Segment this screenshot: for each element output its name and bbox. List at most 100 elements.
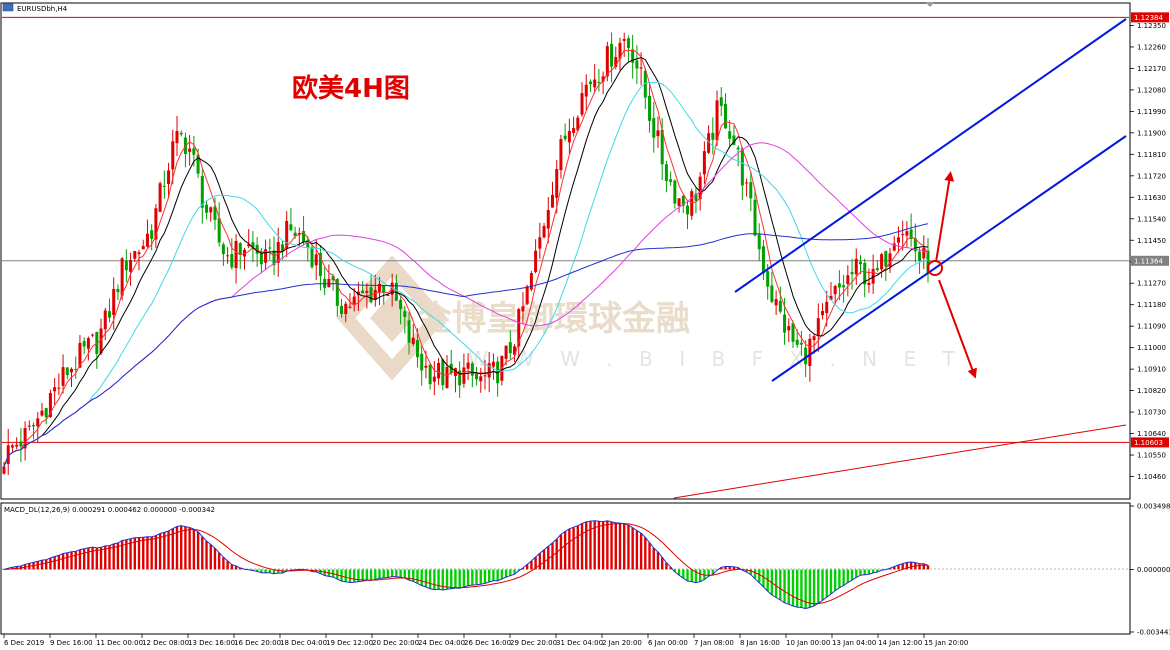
macd-bar bbox=[336, 569, 339, 580]
time-tick-label: 24 Dec 04:00 bbox=[418, 639, 465, 647]
macd-bar bbox=[669, 567, 672, 570]
macd-bar bbox=[395, 569, 398, 577]
candle-body bbox=[905, 231, 909, 236]
macd-bar bbox=[78, 549, 82, 570]
candle-body bbox=[783, 314, 787, 333]
macd-bar bbox=[542, 549, 546, 570]
price-tick-label: 1.11810 bbox=[1137, 151, 1166, 159]
price-tick-label: 1.11720 bbox=[1137, 172, 1166, 180]
macd-bar bbox=[374, 569, 377, 580]
macd-bar bbox=[665, 562, 668, 570]
candle-body bbox=[918, 251, 922, 261]
down-arrow bbox=[938, 279, 977, 379]
macd-bar bbox=[504, 569, 508, 577]
time-tick-label: 12 Dec 08:00 bbox=[142, 639, 189, 647]
macd-bar bbox=[133, 537, 136, 570]
macd-bar bbox=[40, 560, 44, 570]
candle-body bbox=[247, 244, 251, 247]
candle-body bbox=[158, 183, 162, 212]
scroll-marker-icon[interactable] bbox=[925, 2, 935, 7]
candle-body bbox=[432, 376, 436, 382]
macd-bar bbox=[631, 527, 634, 570]
candle-body bbox=[175, 130, 179, 144]
time-tick-label: 26 Dec 16:00 bbox=[464, 639, 511, 647]
candle-body bbox=[774, 299, 778, 306]
candle-body bbox=[399, 299, 403, 310]
time-tick-label: 6 Dec 2019 bbox=[4, 639, 44, 647]
time-tick-label: 31 Dec 04:00 bbox=[556, 639, 603, 647]
candle-body bbox=[217, 218, 221, 243]
candle-body bbox=[926, 250, 930, 273]
price-tick-label: 1.11540 bbox=[1137, 215, 1166, 223]
price-badge-label: 1.11364 bbox=[1134, 257, 1163, 265]
candle-body bbox=[698, 176, 702, 200]
macd-bar bbox=[825, 569, 828, 598]
macd-bar bbox=[525, 564, 529, 570]
candle-body bbox=[162, 185, 166, 187]
macd-bar bbox=[112, 543, 115, 570]
symbol-icon bbox=[2, 3, 14, 12]
macd-bar bbox=[340, 569, 343, 582]
macd-bar bbox=[433, 569, 436, 590]
price-badge-support bbox=[1131, 437, 1169, 448]
ma-cyan-line bbox=[3, 81, 929, 467]
macd-bar bbox=[555, 539, 558, 570]
candle-body bbox=[133, 251, 137, 259]
candle-body bbox=[740, 148, 744, 186]
candle-body bbox=[491, 361, 495, 367]
macd-bar bbox=[644, 537, 647, 570]
macd-bar bbox=[428, 569, 432, 589]
candle-body bbox=[626, 38, 630, 48]
candle-body bbox=[103, 310, 107, 330]
macd-bar bbox=[867, 569, 871, 575]
time-tick-label: 15 Jan 20:00 bbox=[924, 639, 968, 647]
candle-body bbox=[812, 336, 816, 341]
candle-body bbox=[57, 387, 61, 389]
macd-bar bbox=[226, 560, 229, 570]
candle-body bbox=[65, 367, 69, 375]
macd-bar bbox=[749, 569, 752, 575]
macd-bar bbox=[589, 521, 592, 570]
price-tick-label: 1.11180 bbox=[1137, 301, 1166, 309]
candle-body bbox=[791, 323, 795, 342]
candle-body bbox=[48, 393, 52, 417]
candle-body bbox=[205, 204, 209, 213]
candle-body bbox=[470, 363, 474, 376]
macd-bar bbox=[673, 569, 677, 572]
candle-body bbox=[70, 368, 74, 373]
macd-bar bbox=[369, 569, 373, 581]
candle-body bbox=[749, 182, 753, 199]
macd-bar bbox=[787, 569, 790, 605]
candle-body bbox=[770, 285, 774, 302]
macd-bar bbox=[146, 536, 149, 570]
price-tick-label: 1.11090 bbox=[1137, 323, 1166, 331]
macd-histogram bbox=[2, 520, 930, 609]
macd-bar bbox=[361, 569, 364, 582]
macd-bar bbox=[2, 569, 6, 570]
macd-label: MACD_DL(12,26,9) 0.000291 0.000462 0.000… bbox=[4, 506, 215, 514]
time-tick-label: 2 Jan 20:00 bbox=[602, 639, 642, 647]
macd-bar bbox=[390, 569, 394, 577]
macd-bar bbox=[838, 569, 841, 588]
macd-bar bbox=[255, 569, 259, 572]
candle-body bbox=[129, 260, 133, 272]
price-tick-label: 1.12350 bbox=[1137, 22, 1166, 30]
candle-body bbox=[761, 246, 765, 274]
macd-bar bbox=[509, 569, 512, 576]
candle-body bbox=[888, 253, 892, 267]
candle-body bbox=[188, 148, 192, 152]
candle-body bbox=[719, 97, 723, 106]
macd-bar bbox=[682, 569, 685, 579]
candle-body bbox=[745, 182, 749, 184]
candle-body bbox=[230, 254, 234, 268]
macd-bar bbox=[593, 520, 596, 570]
candle-body bbox=[36, 418, 40, 427]
macd-bar bbox=[922, 563, 925, 570]
macd-bar bbox=[277, 569, 280, 574]
candle-body bbox=[525, 286, 529, 304]
watermark: 金博皇御環球金融 W W W . B I B F X . N E T bbox=[336, 255, 955, 381]
price-tick-label: 1.11900 bbox=[1137, 129, 1166, 137]
macd-bar bbox=[158, 533, 162, 570]
candle-body bbox=[597, 81, 601, 83]
horizontal-lines bbox=[2, 16, 1129, 443]
